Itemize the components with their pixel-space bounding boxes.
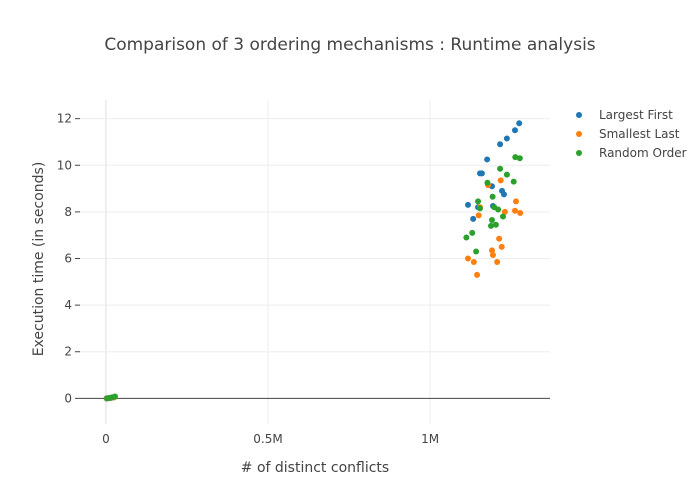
data-point-3 xyxy=(488,222,495,229)
data-point-1 xyxy=(464,201,471,208)
x-tick-label: 0.5M xyxy=(253,432,282,446)
data-point-1 xyxy=(499,187,506,194)
y-tick-label: 6 xyxy=(64,252,72,266)
x-tick-label: 1M xyxy=(421,432,439,446)
y-tick-label: 12 xyxy=(57,112,72,126)
legend[interactable]: Largest First Smallest Last Random Order xyxy=(576,108,687,160)
legend-marker xyxy=(576,150,582,156)
data-point-3 xyxy=(463,234,470,241)
x-axis-ticks: 0 0.5M 1M xyxy=(102,432,439,446)
y-tick-label: 2 xyxy=(64,345,72,359)
data-point-2 xyxy=(494,259,501,265)
zero-lines xyxy=(80,100,550,424)
legend-item[interactable]: Largest First xyxy=(576,108,673,122)
x-tick-label: 0 xyxy=(102,432,110,446)
data-point-2 xyxy=(511,207,518,214)
data-point-2 xyxy=(470,259,477,265)
data-point-3 xyxy=(516,155,523,162)
data-point-2 xyxy=(501,208,508,215)
legend-label: Smallest Last xyxy=(599,127,680,141)
legend-label: Largest First xyxy=(599,108,673,122)
data-point-3 xyxy=(476,205,483,212)
data-point-3 xyxy=(469,229,476,236)
y-axis-title: Execution time (in seconds) xyxy=(31,162,47,357)
data-point-3 xyxy=(497,165,504,172)
y-tick-label: 4 xyxy=(64,298,72,312)
data-point-3 xyxy=(488,217,495,224)
data-point-2 xyxy=(489,252,496,259)
legend-item[interactable]: Smallest Last xyxy=(576,127,680,141)
data-point-3 xyxy=(500,213,506,220)
data-point-3 xyxy=(495,206,502,213)
data-point-3 xyxy=(510,178,517,185)
data-point-2 xyxy=(498,243,505,250)
grid-lines xyxy=(80,100,550,424)
legend-label: Random Order xyxy=(599,146,687,160)
data-point-1 xyxy=(497,141,504,148)
data-point-2 xyxy=(488,247,495,254)
data-point-3 xyxy=(492,221,499,228)
data-points xyxy=(103,120,524,402)
data-point-3 xyxy=(473,248,480,255)
chart-title: Comparison of 3 ordering mechanisms : Ru… xyxy=(104,35,595,55)
x-axis-title: # of distinct conflicts xyxy=(241,460,389,476)
y-axis-ticks: 0 2 4 6 8 10 12 xyxy=(57,112,80,405)
y-tick-label: 0 xyxy=(64,391,72,405)
data-point-2 xyxy=(517,210,524,217)
data-point-1 xyxy=(470,215,477,222)
data-point-3 xyxy=(512,154,519,161)
data-point-2 xyxy=(474,271,481,278)
data-point-1 xyxy=(478,170,485,177)
data-point-3 xyxy=(112,393,119,400)
data-point-1 xyxy=(503,135,510,142)
y-tick-label: 10 xyxy=(57,158,72,172)
data-point-1 xyxy=(511,127,518,134)
data-point-2 xyxy=(464,255,471,262)
legend-item[interactable]: Random Order xyxy=(576,146,687,160)
legend-marker xyxy=(576,131,582,137)
data-point-1 xyxy=(516,120,523,127)
data-point-3 xyxy=(475,198,482,205)
y-tick-label: 8 xyxy=(64,205,72,219)
data-point-1 xyxy=(484,156,491,163)
data-point-2 xyxy=(497,177,504,184)
data-point-2 xyxy=(496,235,503,242)
data-point-3 xyxy=(489,193,496,200)
data-point-3 xyxy=(484,179,491,186)
legend-marker xyxy=(576,112,582,118)
data-point-3 xyxy=(503,171,510,178)
data-point-2 xyxy=(512,198,519,205)
data-point-2 xyxy=(475,212,482,219)
